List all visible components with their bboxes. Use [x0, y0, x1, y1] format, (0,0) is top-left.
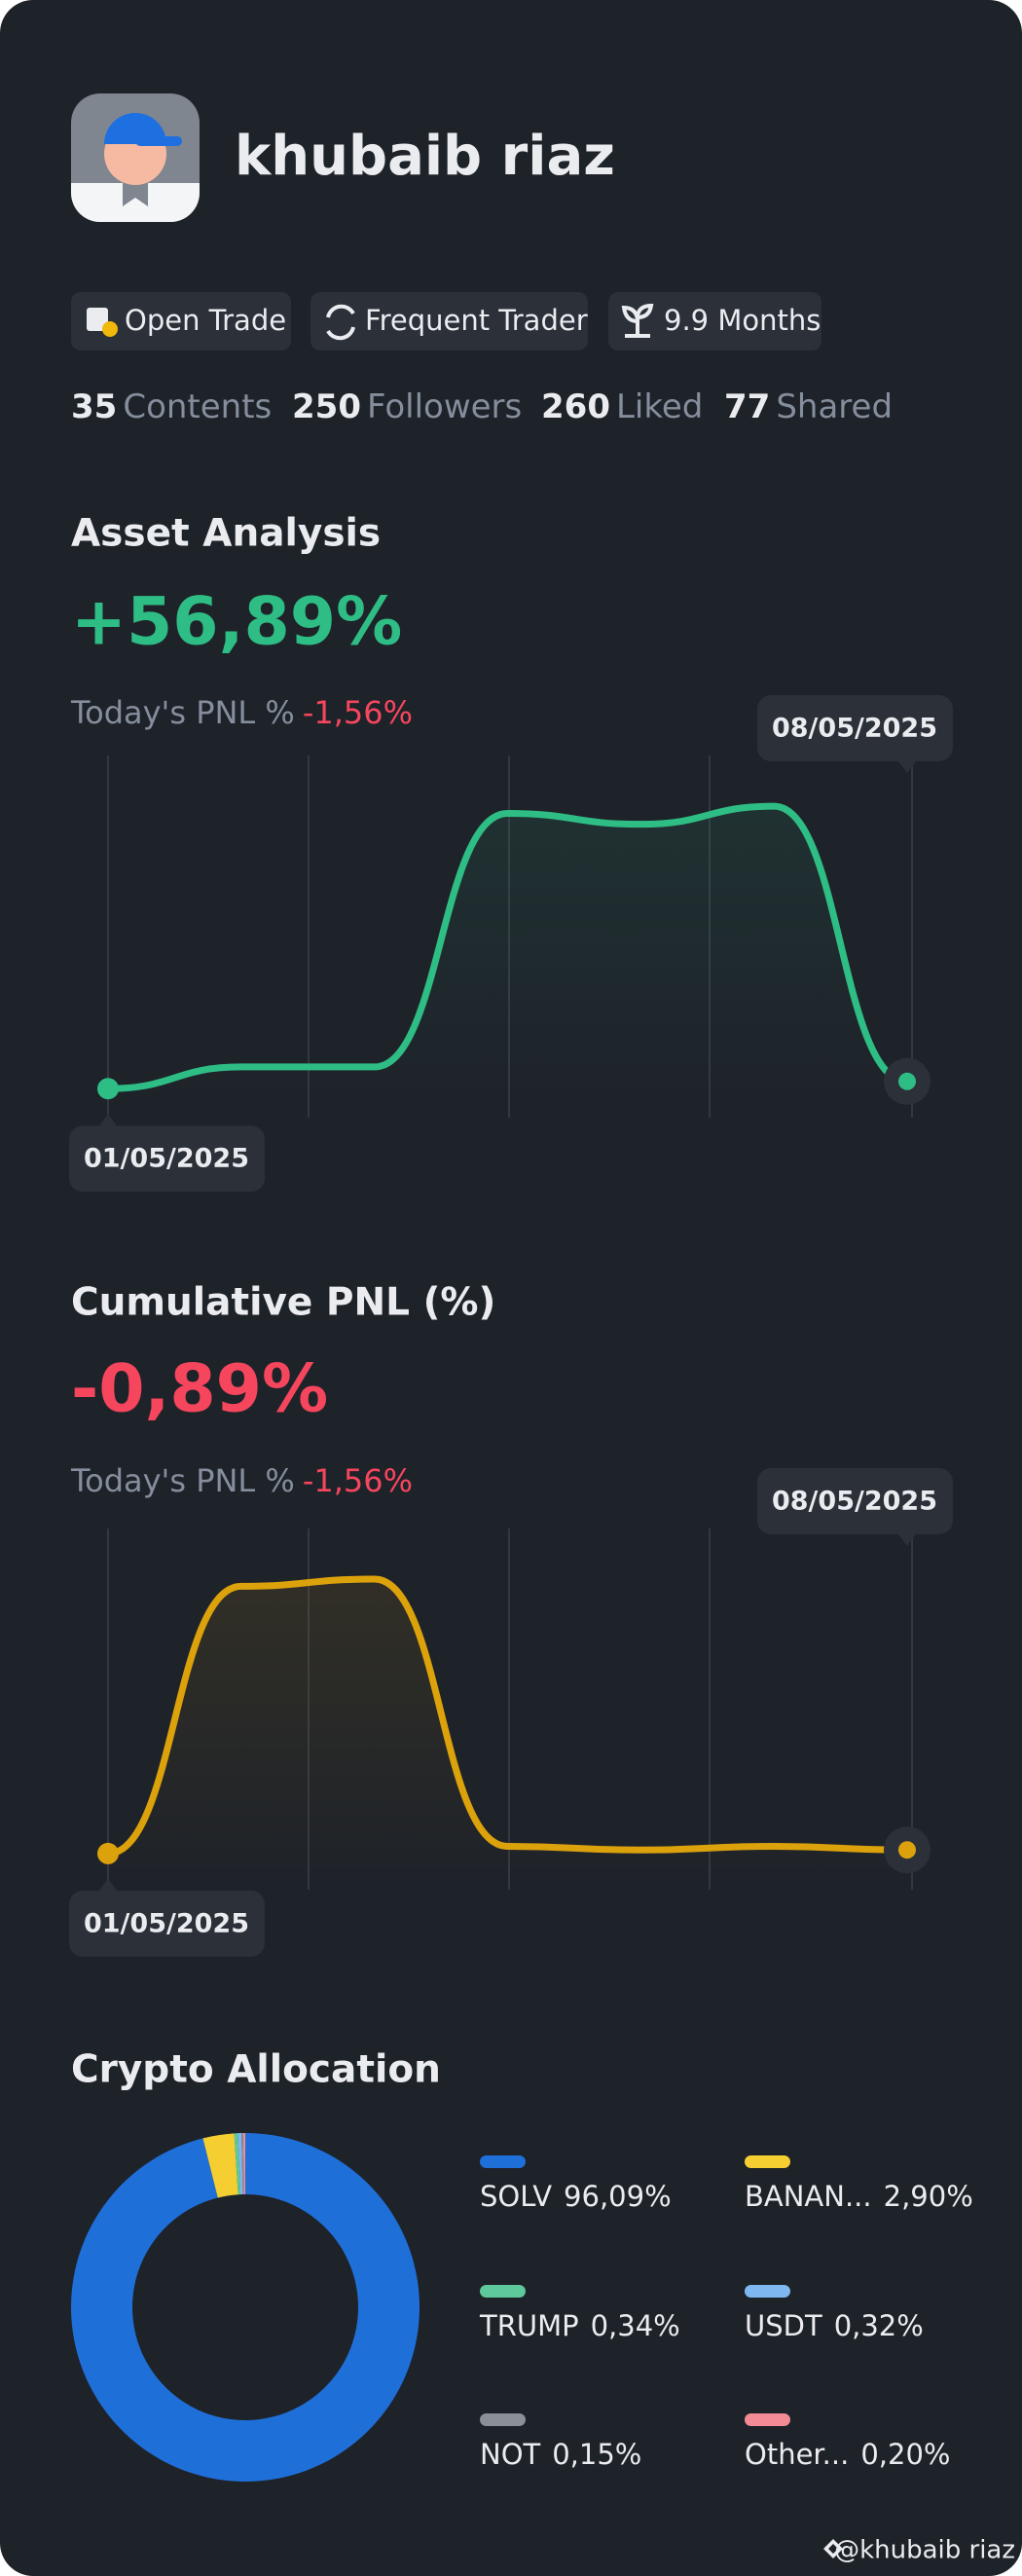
legend-swatch	[745, 2285, 790, 2298]
stat-label: Contents	[123, 387, 272, 426]
stat: 250 Followers	[292, 387, 522, 426]
badge[interactable]	[310, 292, 588, 350]
legend-value: 0,20%	[860, 2438, 950, 2471]
stat: 260 Liked	[541, 387, 703, 426]
today-pnl: Today's PNL % -1,56%	[70, 694, 413, 731]
donut-slice	[234, 2133, 241, 2195]
today-pnl-value: -1,56%	[303, 694, 413, 731]
stat-value: 35	[71, 387, 117, 426]
donut-chart: SOLV 96,09% BANAN... 2,90% TRUMP 0,34% USDT 0,3…	[71, 2133, 973, 2482]
tooltip-pointer	[898, 761, 916, 773]
section-title: Cumulative PNL (%)	[71, 1281, 495, 1325]
legend-name: USDT	[745, 2309, 822, 2342]
badge-icon	[621, 303, 654, 338]
badge-icon	[102, 321, 118, 337]
avatar	[71, 93, 200, 222]
legend-name: Other...	[745, 2438, 849, 2471]
pnl-value: -0,89%	[71, 1351, 328, 1428]
legend-swatch	[480, 2155, 526, 2168]
end-point	[898, 1841, 916, 1859]
date-tooltip	[69, 1125, 265, 1193]
badge-label: Frequent Trader	[365, 304, 588, 337]
stat-label: Shared	[776, 387, 893, 426]
legend-name: SOLV	[480, 2180, 552, 2213]
today-pnl-value: -1,56%	[303, 1462, 413, 1499]
line-area	[108, 806, 907, 1118]
end-date: 08/05/2025	[772, 1487, 937, 1517]
legend-entry: USDT 0,32%	[745, 2309, 924, 2342]
legend-value: 2,90%	[884, 2180, 973, 2213]
pnl-value: +56,89%	[71, 584, 402, 661]
line	[104, 1575, 911, 1858]
line-chart: 08/05/2025 01/05/2025	[69, 695, 953, 1193]
tooltip-pointer	[898, 1534, 916, 1546]
user-name: khubaib riaz	[235, 125, 615, 188]
donut-slice	[241, 2133, 244, 2195]
stat-value: 260	[541, 387, 610, 426]
legend-swatch	[480, 2413, 526, 2426]
end-point	[898, 1072, 916, 1090]
stat-value: 250	[292, 387, 361, 426]
donut-slice	[202, 2133, 238, 2198]
legend-swatch	[745, 2413, 790, 2426]
donut-slice	[71, 2133, 420, 2482]
legend-entry: NOT 0,15%	[480, 2438, 641, 2471]
tooltip-pointer	[99, 1114, 117, 1126]
date-tooltip	[69, 1890, 265, 1957]
stat: 35 Contents	[71, 387, 272, 426]
line	[104, 802, 911, 1092]
badge-label: 9.9 Months	[664, 304, 821, 337]
legend-entry: SOLV 96,09%	[480, 2180, 672, 2213]
legend-value: 0,32%	[834, 2309, 924, 2342]
date-tooltip	[757, 1468, 953, 1534]
section-title: Crypto Allocation	[71, 2048, 441, 2092]
legend-name: BANAN...	[745, 2180, 872, 2213]
stat-label: Liked	[616, 387, 703, 426]
today-pnl: Today's PNL % -1,56%	[70, 1462, 413, 1499]
start-date: 01/05/2025	[84, 1144, 249, 1174]
stat-value: 77	[724, 387, 770, 426]
watermark-icon	[823, 2539, 843, 2558]
legend-name: TRUMP	[479, 2309, 579, 2342]
start-date: 01/05/2025	[84, 1908, 249, 1938]
legend-value: 0,34%	[591, 2309, 680, 2342]
start-point	[97, 1842, 119, 1864]
start-point	[97, 1078, 119, 1100]
today-pnl-label: Today's PNL %	[70, 694, 295, 731]
tooltip-pointer	[99, 1878, 117, 1891]
legend-value: 96,09%	[564, 2180, 672, 2213]
line-chart: 08/05/2025 01/05/2025	[69, 1468, 953, 1957]
line-area	[108, 1578, 907, 1890]
badge-icon	[87, 308, 108, 331]
legend-swatch	[745, 2155, 790, 2168]
donut-slice	[237, 2133, 243, 2195]
legend-entry: TRUMP 0,34%	[479, 2309, 680, 2342]
donut-slice	[242, 2133, 245, 2195]
end-date: 08/05/2025	[772, 714, 937, 744]
legend-entry: BANAN... 2,90%	[745, 2180, 973, 2213]
legend-name: NOT	[480, 2438, 541, 2471]
badge[interactable]	[608, 292, 821, 350]
legend-value: 0,15%	[552, 2438, 641, 2471]
today-pnl-label: Today's PNL %	[70, 1462, 295, 1499]
watermark: @khubaib riaz	[834, 2536, 1015, 2565]
legend-entry: Other... 0,20%	[745, 2438, 950, 2471]
legend-swatch	[480, 2285, 526, 2298]
section-title: Asset Analysis	[71, 512, 381, 556]
stat: 77 Shared	[724, 387, 893, 426]
badge[interactable]	[71, 292, 291, 350]
stat-label: Followers	[367, 387, 522, 426]
badge-label: Open Trade	[125, 304, 286, 337]
date-tooltip	[757, 695, 953, 761]
badge-icon	[326, 304, 355, 341]
